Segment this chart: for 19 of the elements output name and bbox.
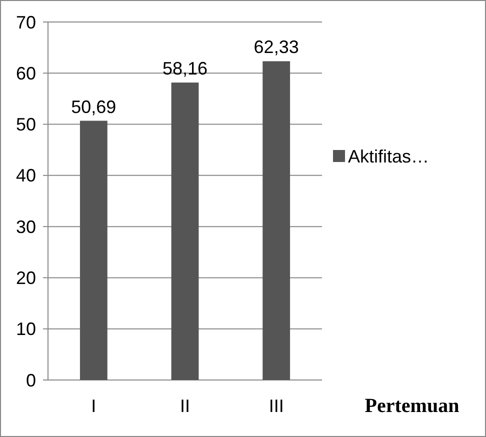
y-tick-label: 0 [26,370,36,390]
x-tick-label: II [180,396,190,416]
x-axis-title: Pertemuan [364,395,460,417]
y-tick-label: 40 [16,166,36,186]
y-tick-label: 10 [16,319,36,340]
legend-label: Aktifitas… [348,146,430,166]
data-label: 50,69 [71,96,116,117]
x-tick-label: I [91,396,96,416]
y-tick-label: 60 [16,63,36,84]
data-label: 58,16 [162,58,208,79]
y-tick-label: 30 [16,216,36,237]
bar [171,82,199,380]
x-tick-label: III [268,396,284,416]
y-tick-label: 50 [16,114,36,135]
bar [262,61,290,380]
bar [80,120,108,380]
data-label: 62,33 [254,37,299,58]
y-tick-label: 70 [16,12,36,32]
y-tick-label: 20 [16,268,36,288]
